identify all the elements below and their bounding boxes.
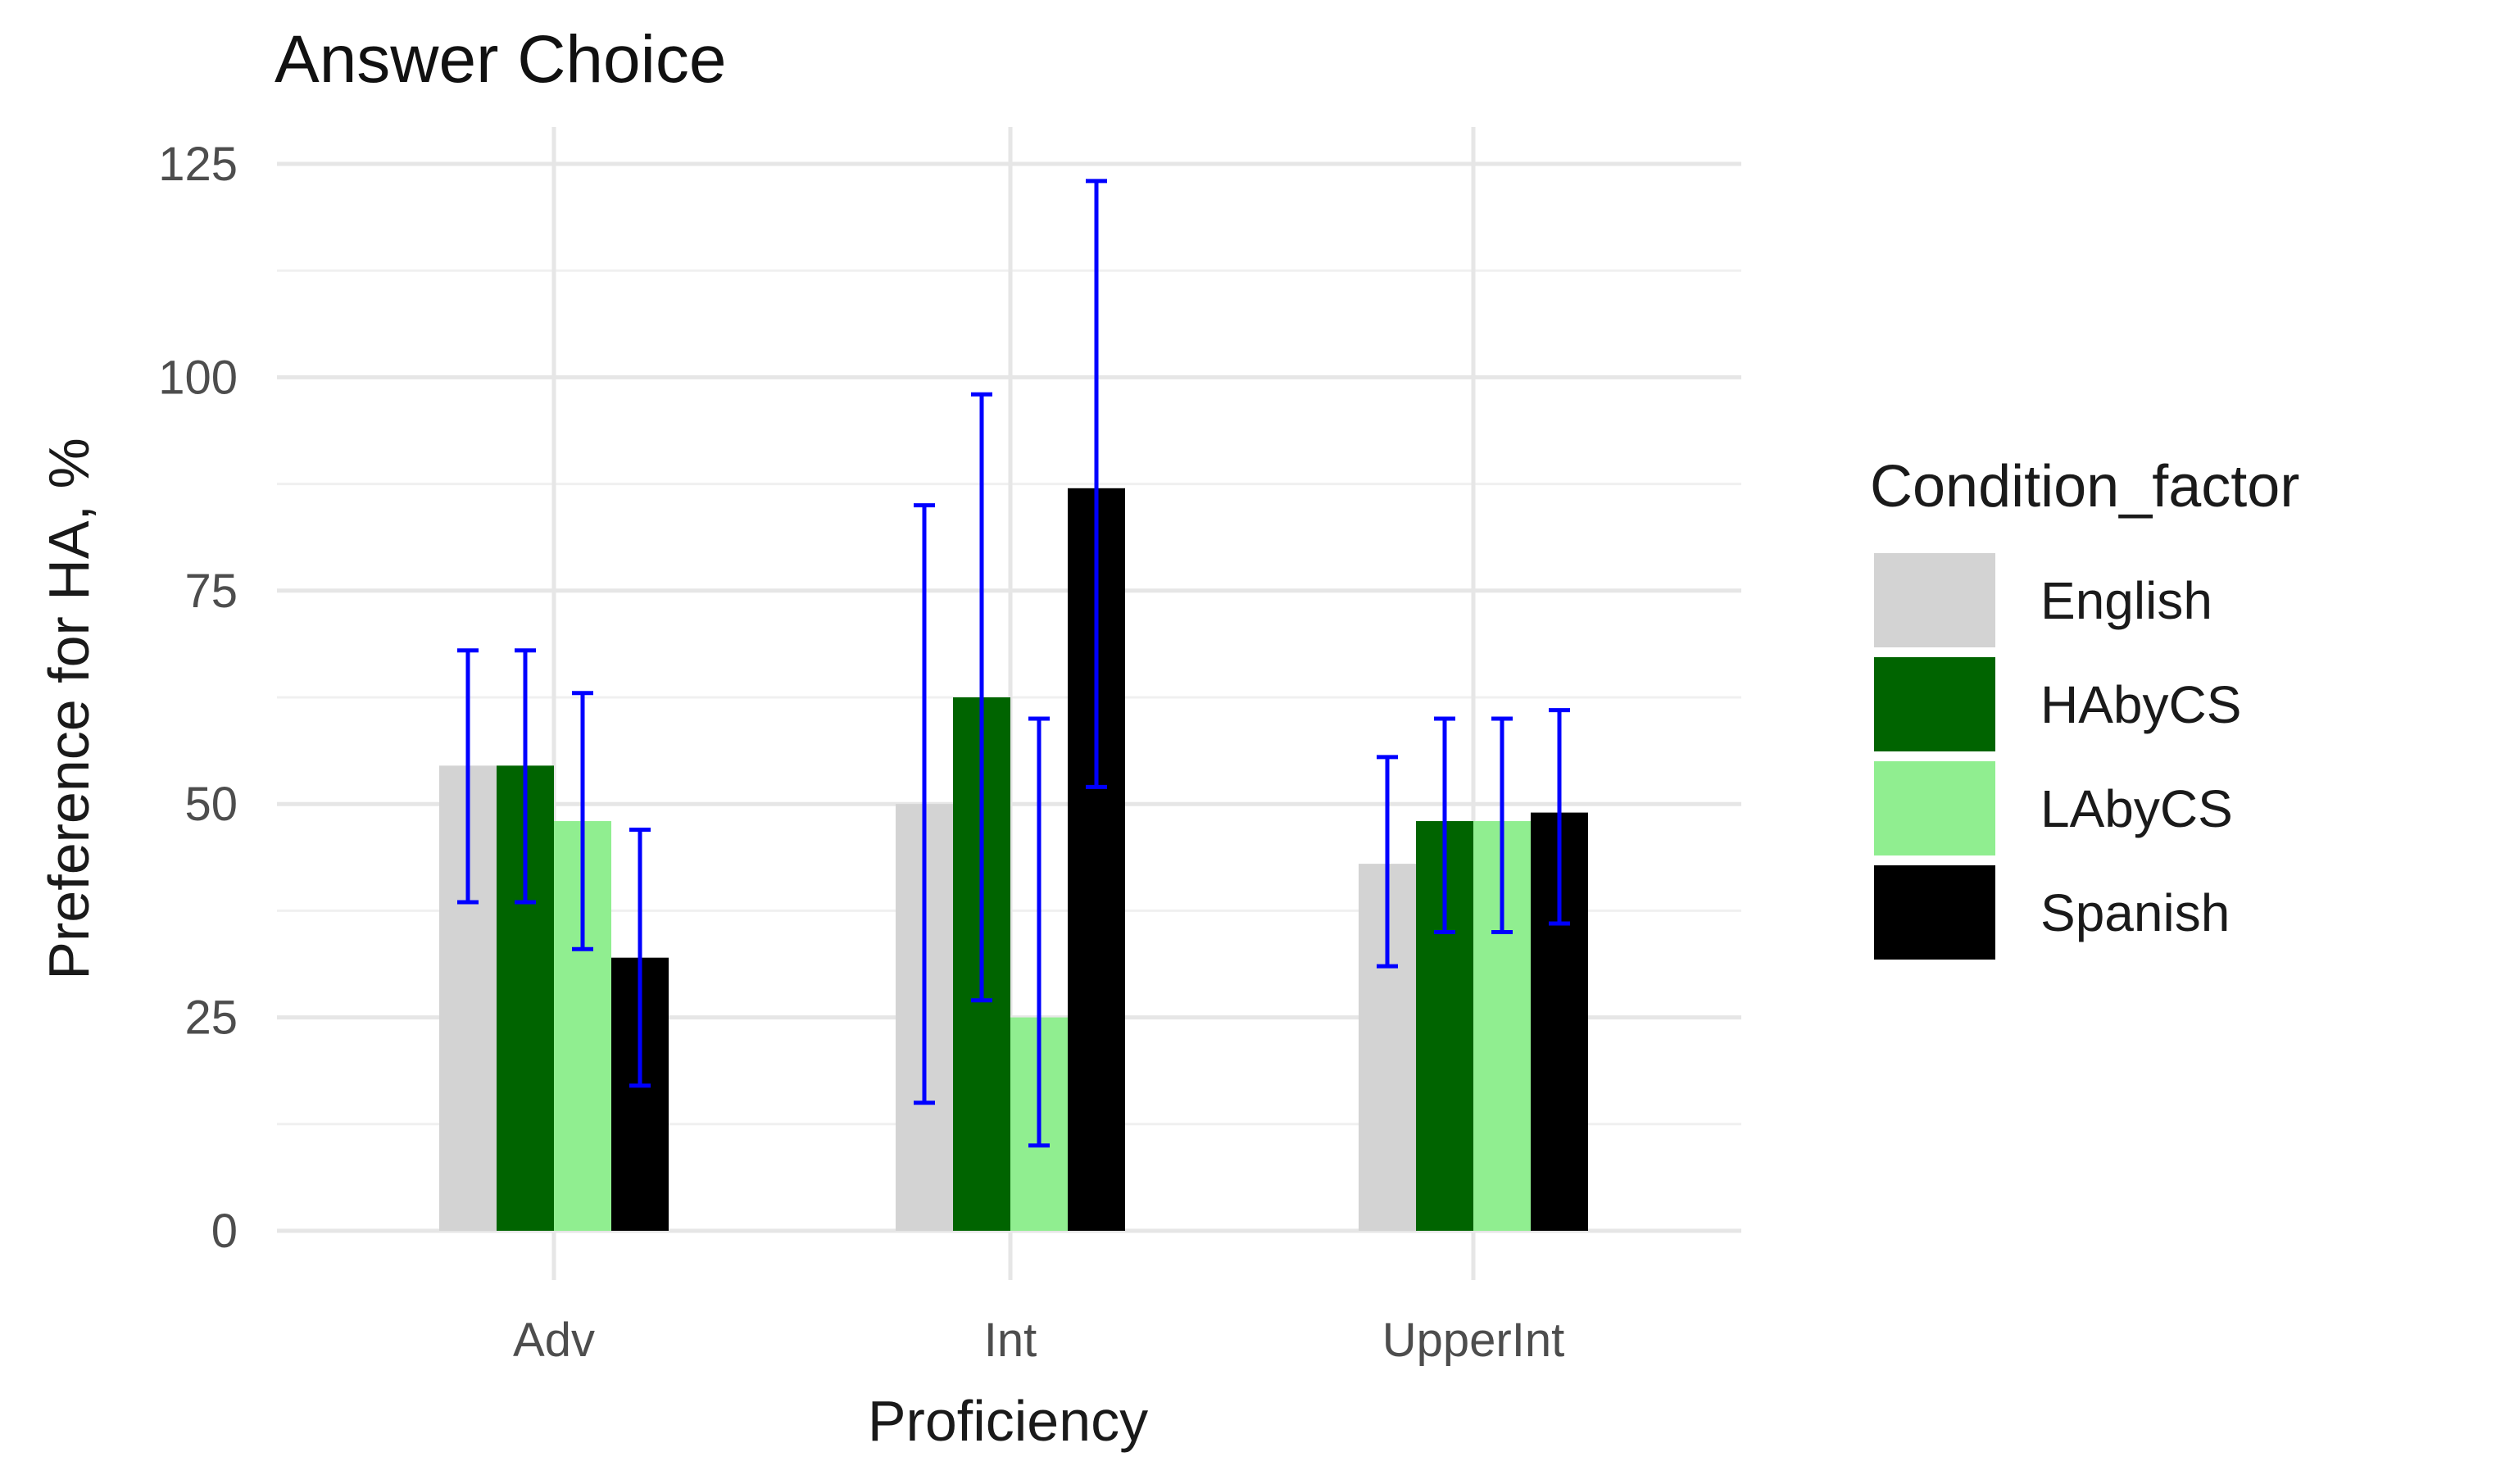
y-tick-label: 0 (211, 1205, 238, 1258)
chart-title: Answer Choice (275, 22, 726, 97)
legend: Condition_factor English HAbyCS LAbyCS Span… (1870, 454, 2299, 960)
legend-label: LAbyCS (2040, 779, 2233, 838)
x-tick-labels: Adv Int UpperInt (513, 1314, 1564, 1367)
x-tick-label: UpperInt (1382, 1314, 1564, 1367)
legend-label: HAbyCS (2040, 675, 2241, 734)
error-bars (457, 179, 1570, 1148)
x-axis-title: Proficiency (868, 1389, 1148, 1453)
legend-key (1874, 865, 1995, 960)
y-tick-label: 125 (158, 138, 238, 191)
y-tick-label: 25 (184, 992, 238, 1045)
legend-label: English (2040, 571, 2212, 630)
y-tick-labels: 0 25 50 75 100 125 (158, 138, 238, 1258)
legend-label: Spanish (2040, 883, 2230, 942)
legend-key (1874, 761, 1995, 855)
legend-title: Condition_factor (1870, 454, 2299, 520)
legend-key (1874, 657, 1995, 751)
y-tick-label: 100 (158, 351, 238, 404)
bars (439, 488, 1588, 1231)
x-tick-label: Adv (513, 1314, 595, 1367)
x-tick-label: Int (984, 1314, 1037, 1367)
legend-key (1874, 553, 1995, 647)
y-axis-title: Preference for HA, % (37, 438, 101, 979)
y-tick-label: 50 (184, 778, 238, 831)
y-tick-label: 75 (184, 565, 238, 618)
